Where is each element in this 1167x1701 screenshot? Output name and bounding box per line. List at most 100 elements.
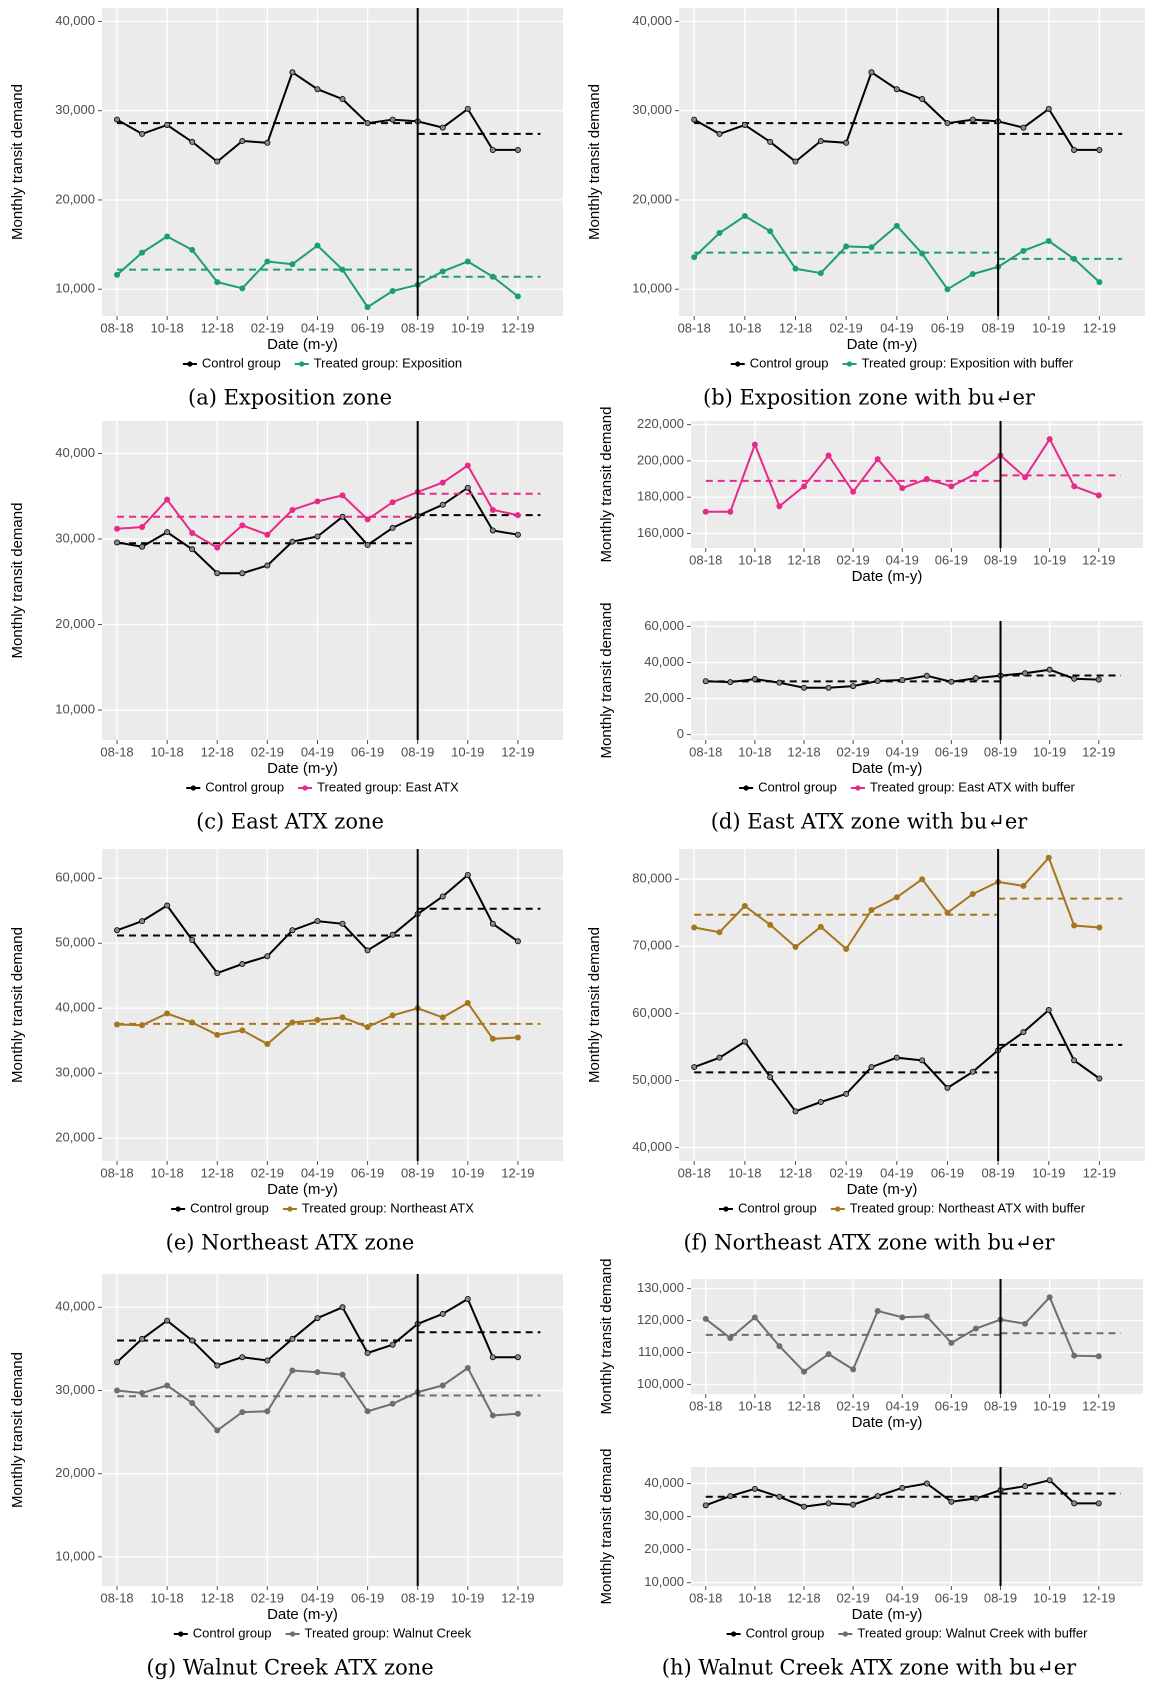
point (164, 121, 171, 128)
y-tick-label: 40,000 (55, 1000, 95, 1015)
y-tick-label: 200,000 (637, 452, 684, 467)
point (741, 903, 748, 910)
x-tick-label: 02-19 (837, 1590, 870, 1605)
x-tick-label: 10-18 (151, 744, 184, 759)
x-tick-label: 08-18 (100, 744, 133, 759)
point (339, 1014, 346, 1021)
point (850, 1366, 857, 1373)
point (314, 1315, 321, 1322)
point (339, 492, 346, 499)
x-tick-label: 08-18 (689, 1590, 722, 1605)
point (1096, 1075, 1103, 1082)
x-tick-label: 10-18 (728, 320, 761, 335)
x-tick-label: 02-19 (251, 320, 284, 335)
point (439, 1014, 446, 1021)
panel-chart: 10,000 20,000 30,000 40,000 08-18 10-18 12-18 0… (598, 1449, 1143, 1623)
x-tick-label: 12-18 (201, 1590, 234, 1605)
point (189, 1019, 196, 1026)
x-tick-label: 08-18 (100, 320, 133, 335)
point (1045, 1007, 1052, 1014)
y-tick-label: 60,000 (55, 870, 95, 885)
x-tick-label: 12-19 (501, 1590, 534, 1605)
y-axis-label: Monthly transit demand (586, 927, 603, 1083)
point (439, 1382, 446, 1389)
point (239, 961, 246, 968)
y-tick-label: 40,000 (644, 654, 684, 669)
point (751, 1314, 758, 1321)
point (339, 96, 346, 103)
y-tick-label: 50,000 (55, 935, 95, 950)
legend-label: Treated group: East ATX (317, 779, 459, 794)
x-tick-label: 10-18 (728, 1165, 761, 1180)
point (364, 1408, 371, 1415)
legend-label: Control group (205, 779, 284, 794)
point (1045, 854, 1052, 861)
point (1071, 922, 1078, 929)
y-tick-label: 60,000 (644, 618, 684, 633)
x-tick-label: 08-18 (678, 1165, 711, 1180)
point (817, 1098, 824, 1105)
point (944, 120, 951, 127)
x-axis-label: Date (m-y) (852, 1606, 923, 1623)
y-tick-label: 40,000 (632, 1139, 672, 1154)
point (969, 1068, 976, 1075)
legend-label: Control group (193, 1625, 272, 1640)
legend-dot (299, 361, 305, 367)
point (164, 1317, 171, 1324)
point (868, 244, 875, 251)
point (969, 890, 976, 897)
point (817, 923, 824, 930)
x-tick-label: 12-18 (201, 1165, 234, 1180)
point (1095, 676, 1102, 683)
point (114, 927, 121, 934)
legend-dot (743, 785, 749, 791)
point (919, 250, 926, 257)
legend-label: Control group (758, 779, 837, 794)
point (239, 285, 246, 292)
y-tick-label: 50,000 (632, 1072, 672, 1087)
legend-label: Treated group: Northeast ATX with buffer (850, 1200, 1086, 1215)
y-tick-label: 80,000 (632, 871, 672, 886)
point (489, 506, 496, 513)
point (843, 243, 850, 250)
point (364, 516, 371, 523)
y-tick-label: 20,000 (644, 690, 684, 705)
y-tick-label: 70,000 (632, 938, 672, 953)
x-tick-label: 10-19 (451, 1165, 484, 1180)
y-axis-label: Monthly transit demand (9, 84, 26, 240)
x-tick-label: 02-19 (251, 1165, 284, 1180)
y-tick-label: 10,000 (55, 281, 95, 296)
point (389, 116, 396, 123)
point (1045, 105, 1052, 112)
point (339, 513, 346, 520)
legend-dot (289, 1631, 296, 1637)
point (389, 1341, 396, 1348)
x-tick-label: 12-19 (501, 1165, 534, 1180)
plot-background (102, 849, 563, 1161)
point (919, 1057, 926, 1064)
x-tick-label: 08-19 (984, 552, 1017, 567)
panel-chart: 10,000 20,000 30,000 40,000 08-18 10-18 12-18 0… (9, 1274, 563, 1623)
point (189, 138, 196, 145)
point (264, 1357, 271, 1364)
point (264, 258, 271, 265)
point (1020, 247, 1027, 254)
point (1022, 1320, 1029, 1327)
point (767, 138, 774, 145)
point (239, 522, 246, 529)
x-tick-label: 12-18 (779, 320, 812, 335)
point (489, 1412, 496, 1419)
legend-dot (175, 1206, 181, 1212)
point (1071, 675, 1078, 682)
y-tick-label: 20,000 (55, 616, 95, 631)
point (114, 1387, 121, 1394)
point (767, 228, 774, 235)
x-tick-label: 10-19 (1033, 1590, 1066, 1605)
plot-background (102, 421, 563, 740)
point (767, 1074, 774, 1081)
point (214, 279, 221, 286)
legend-dot (846, 361, 853, 367)
point (314, 533, 321, 540)
point (264, 1408, 271, 1415)
point (139, 524, 146, 531)
